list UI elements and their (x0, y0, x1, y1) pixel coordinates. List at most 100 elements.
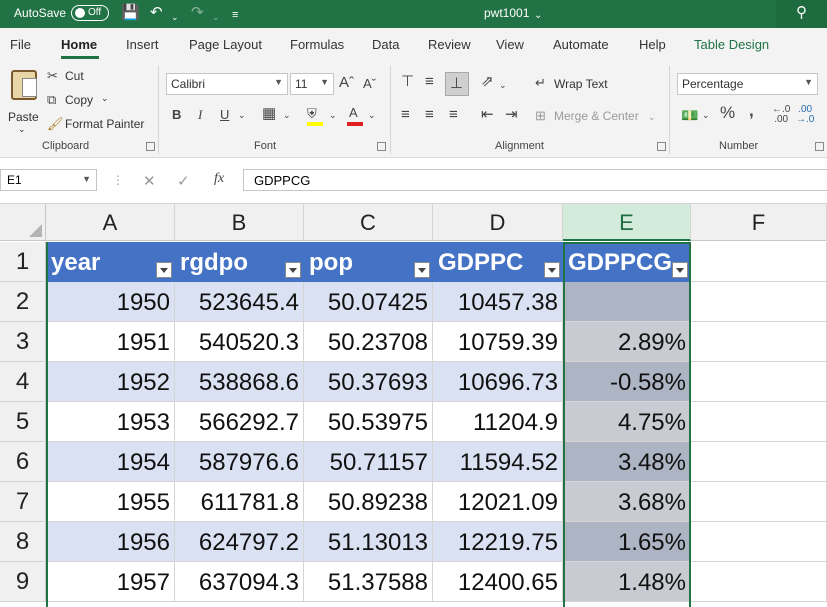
table-cell[interactable]: 50.71157 (304, 442, 433, 482)
row-header-7[interactable]: 7 (0, 482, 46, 522)
dialog-launcher-icon[interactable] (657, 142, 666, 151)
table-cell[interactable]: 2.89% (563, 322, 691, 362)
decrease-font-icon[interactable]: Aˇ (363, 76, 376, 91)
empty-cell[interactable] (691, 522, 827, 562)
dialog-launcher-icon[interactable] (146, 142, 155, 151)
table-cell[interactable]: 10696.73 (433, 362, 563, 402)
customize-icon[interactable]: ≡ (232, 9, 239, 21)
table-cell[interactable]: 611781.8 (175, 482, 304, 522)
enter-icon[interactable]: ✓ (177, 173, 190, 190)
increase-decimal-icon[interactable]: ←.0.00 (772, 104, 791, 125)
align-right-icon[interactable]: ≡ (449, 106, 458, 123)
row-header-6[interactable]: 6 (0, 442, 46, 482)
empty-cell[interactable] (691, 242, 827, 282)
percent-style-button[interactable]: % (720, 103, 736, 122)
column-header-a[interactable]: A (46, 204, 175, 241)
tab-data[interactable]: Data (372, 37, 400, 52)
table-header-gdppcg[interactable]: GDPPCG (563, 242, 691, 282)
table-cell[interactable]: 566292.7 (175, 402, 304, 442)
comma-style-button[interactable]: , (749, 101, 754, 120)
table-cell[interactable]: 50.23708 (304, 322, 433, 362)
save-icon[interactable]: 💾 (121, 4, 140, 21)
italic-button[interactable]: I (198, 107, 203, 122)
table-cell[interactable]: 10759.39 (433, 322, 563, 362)
bold-button[interactable]: B (172, 107, 182, 122)
decrease-indent-icon[interactable]: ⇤ (481, 106, 494, 123)
empty-cell[interactable] (691, 282, 827, 322)
document-title[interactable]: pwt1001 (484, 6, 530, 20)
table-cell[interactable]: 50.07425 (304, 282, 433, 322)
tab-help[interactable]: Help (639, 37, 666, 52)
filter-dropdown-icon[interactable] (156, 262, 172, 278)
format-painter-button[interactable]: Format Painter (65, 117, 145, 131)
copy-button[interactable]: Copy (65, 93, 94, 107)
align-middle-icon[interactable]: ≡ (425, 73, 434, 90)
row-header-9[interactable]: 9 (0, 562, 46, 602)
table-cell[interactable]: 1952 (46, 362, 175, 402)
table-cell[interactable]: 50.37693 (304, 362, 433, 402)
column-header-b[interactable]: B (175, 204, 304, 241)
chevron-down-icon[interactable]: ⌄ (283, 110, 291, 120)
cut-icon[interactable]: ✂ (47, 68, 58, 83)
more-options-icon[interactable]: ⋮ (112, 173, 124, 187)
borders-icon[interactable]: ▦ (262, 105, 277, 122)
tab-table-design[interactable]: Table Design (694, 37, 770, 52)
font-size-select[interactable]: 11 ▼ (290, 73, 334, 95)
chevron-down-icon[interactable]: ⌄ (648, 112, 656, 122)
table-cell[interactable]: 11204.9 (433, 402, 563, 442)
table-cell[interactable]: 523645.4 (175, 282, 304, 322)
decrease-decimal-icon[interactable]: .00 →.0 (796, 104, 815, 125)
merge-center-button[interactable]: Merge & Center (554, 109, 639, 123)
name-box[interactable]: E1 ▼ (0, 169, 97, 191)
table-cell[interactable]: 1950 (46, 282, 175, 322)
table-cell[interactable]: 50.53975 (304, 402, 433, 442)
row-header-5[interactable]: 5 (0, 402, 46, 442)
accounting-format-icon[interactable]: 💵 (681, 107, 699, 123)
chevron-down-icon[interactable]: ⌄ (499, 80, 507, 90)
table-cell[interactable]: 51.37588 (304, 562, 433, 602)
chevron-down-icon[interactable]: ⌄ (368, 110, 376, 120)
empty-cell[interactable] (691, 442, 827, 482)
row-header-2[interactable]: 2 (0, 282, 46, 322)
empty-cell[interactable] (691, 362, 827, 402)
column-header-d[interactable]: D (433, 204, 563, 241)
chevron-down-icon[interactable]: ⌄ (329, 110, 337, 120)
tab-file[interactable]: File (10, 37, 31, 52)
row-header-8[interactable]: 8 (0, 522, 46, 562)
table-cell[interactable]: 1954 (46, 442, 175, 482)
table-cell[interactable] (563, 282, 691, 322)
underline-button[interactable]: U (220, 107, 230, 122)
row-header-1[interactable]: 1 (0, 242, 46, 282)
table-cell[interactable]: 1.48% (563, 562, 691, 602)
table-cell[interactable]: 11594.52 (433, 442, 563, 482)
chevron-down-icon[interactable]: ⌄ (238, 110, 246, 120)
select-all-button[interactable] (0, 204, 46, 241)
table-header-gdppc[interactable]: GDPPC (433, 242, 563, 282)
table-cell[interactable]: 3.68% (563, 482, 691, 522)
format-painter-icon[interactable]: 🖌 (47, 116, 64, 131)
dialog-launcher-icon[interactable] (815, 142, 824, 151)
table-cell[interactable]: 1953 (46, 402, 175, 442)
align-center-icon[interactable]: ≡ (425, 106, 434, 123)
number-format-select[interactable]: Percentage ▼ (677, 73, 818, 95)
empty-cell[interactable] (691, 322, 827, 362)
fill-color-icon[interactable]: ⛨ (307, 106, 317, 121)
undo-icon[interactable]: ↶ (150, 4, 163, 21)
table-header-pop[interactable]: pop (304, 242, 433, 282)
empty-cell[interactable] (691, 562, 827, 602)
table-header-year[interactable]: year (46, 242, 175, 282)
align-top-icon[interactable]: ⊤ (401, 73, 415, 90)
undo-dropdown-icon[interactable]: ⌄ (171, 12, 179, 22)
column-header-e[interactable]: E (563, 204, 691, 241)
row-header-4[interactable]: 4 (0, 362, 46, 402)
table-cell[interactable]: 1957 (46, 562, 175, 602)
tab-formulas[interactable]: Formulas (290, 37, 345, 52)
table-cell[interactable]: 1956 (46, 522, 175, 562)
table-cell[interactable]: 3.48% (563, 442, 691, 482)
filter-dropdown-icon[interactable] (544, 262, 560, 278)
table-header-rgdpo[interactable]: rgdpo (175, 242, 304, 282)
merge-center-icon[interactable]: ⊞ (535, 108, 546, 123)
align-bottom-button[interactable]: ⊥ (445, 72, 469, 96)
wrap-text-button[interactable]: Wrap Text (554, 77, 608, 91)
table-cell[interactable]: 51.13013 (304, 522, 433, 562)
